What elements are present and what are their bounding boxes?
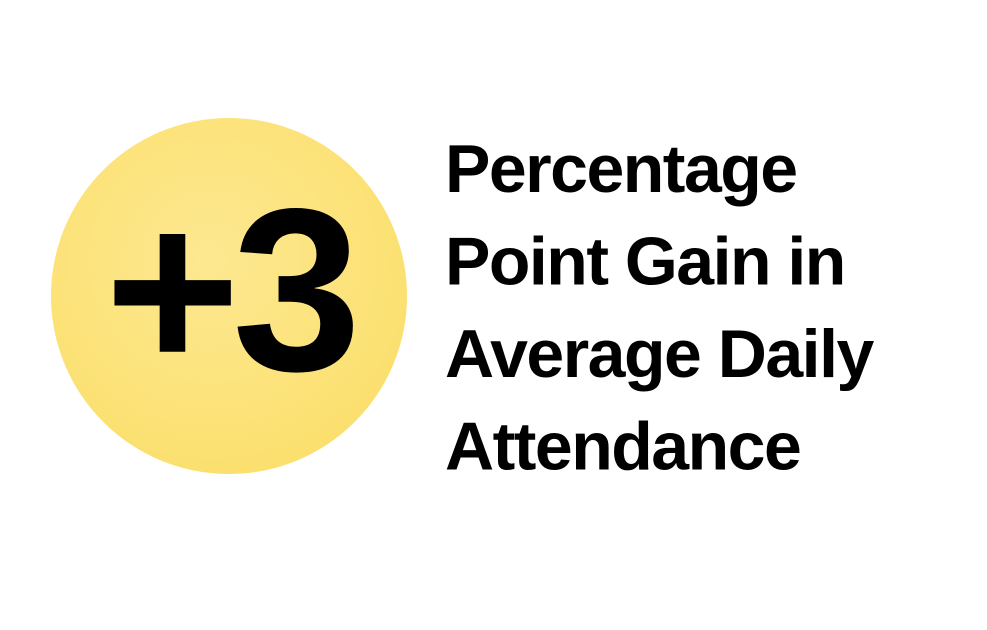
caption: Percentage Point Gain in Average Daily Atte… (445, 131, 876, 485)
caption-line: Attendance (445, 409, 800, 485)
caption-line: Average Daily (445, 316, 874, 392)
caption-line: Percentage (445, 131, 797, 207)
stat-value: +3 (105, 161, 354, 420)
stat-circle (51, 118, 407, 474)
caption-line: Point Gain in (445, 224, 845, 300)
